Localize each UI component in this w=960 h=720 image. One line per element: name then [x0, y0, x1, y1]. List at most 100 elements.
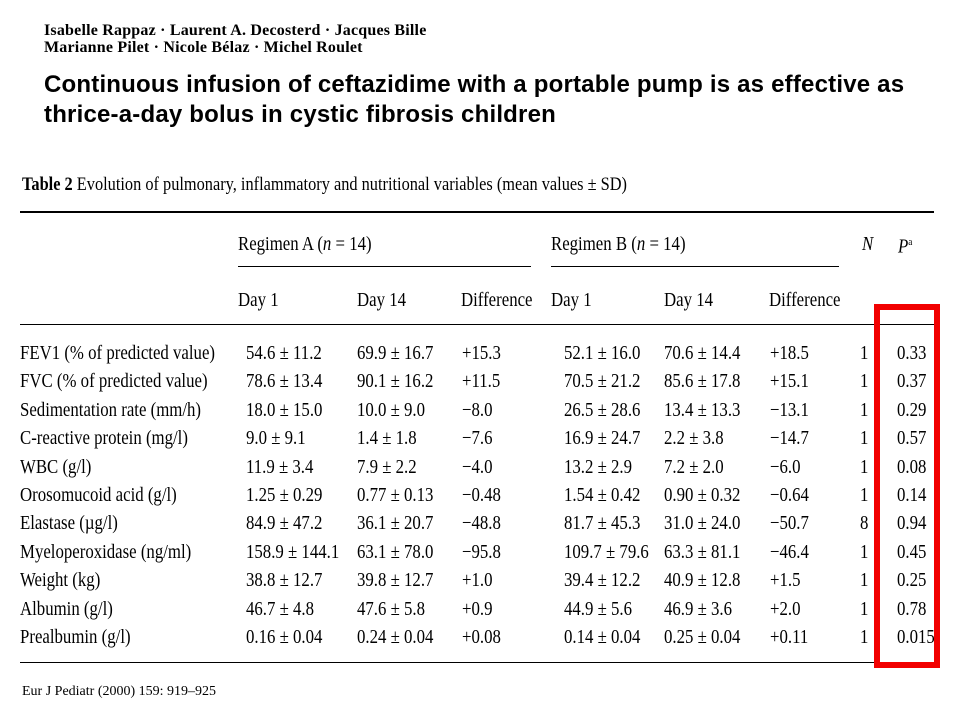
cell-a-day1: 46.7 ± 4.8	[246, 597, 315, 620]
cell-b-day1: 16.9 ± 24.7	[564, 427, 641, 450]
group-a-rule	[238, 266, 531, 267]
row-label: FEV1 (% of predicted value)	[20, 342, 215, 364]
table-caption-label: Table 2	[22, 174, 73, 195]
cell-a-day14: 47.6 ± 5.8	[357, 597, 426, 620]
cell-b-day14: 46.9 ± 3.6	[664, 597, 733, 620]
cell-b-difference: −13.1	[770, 398, 809, 421]
cell-b-difference: +1.5	[770, 569, 801, 592]
p-column-header: Pa	[898, 235, 913, 258]
cell-a-difference: +0.9	[462, 597, 493, 620]
table-header-rule	[20, 324, 934, 325]
cell-n: 8	[860, 512, 869, 535]
subheader-a-difference: Difference	[461, 289, 533, 311]
cell-b-day14: 2.2 ± 3.8	[664, 427, 724, 450]
cell-n: 14	[860, 342, 869, 364]
cell-b-difference: +18.5	[770, 342, 809, 364]
cell-p: 0.94	[897, 512, 927, 535]
group-b-header: Regimen B (n = 14)	[551, 233, 686, 255]
cell-b-day1: 0.14 ± 0.04	[564, 626, 641, 648]
cell-p: 0.14	[897, 484, 927, 506]
cell-p: 0.25	[897, 569, 927, 592]
cell-b-day14: 13.4 ± 13.3	[664, 398, 741, 421]
cell-a-difference: +1.0	[462, 569, 493, 592]
cell-a-difference: −95.8	[462, 540, 501, 563]
row-label: Albumin (g/l)	[20, 597, 113, 620]
cell-n: 13	[860, 626, 869, 648]
cell-n: 13	[860, 484, 869, 506]
p-column-highlight-box	[874, 304, 940, 668]
cell-p: 0.57	[897, 427, 927, 450]
cell-a-day1: 54.6 ± 11.2	[246, 342, 322, 364]
cell-a-difference: −7.6	[462, 427, 493, 450]
table-top-rule	[20, 211, 934, 213]
cell-p: 0.33	[897, 342, 927, 364]
cell-a-day14: 69.9 ± 16.7	[357, 342, 434, 364]
cell-b-day1: 109.7 ± 79.6	[564, 540, 649, 563]
cell-p: 0.015	[897, 626, 935, 648]
cell-b-day14: 40.9 ± 12.8	[664, 569, 741, 592]
cell-a-difference: +0.08	[462, 626, 501, 648]
cell-a-day14: 10.0 ± 9.0	[357, 398, 426, 421]
cell-a-day14: 63.1 ± 78.0	[357, 540, 434, 563]
row-label: Sedimentation rate (mm/h)	[20, 398, 202, 421]
cell-b-difference: −6.0	[770, 455, 801, 478]
cell-a-day1: 18.0 ± 15.0	[246, 398, 323, 421]
cell-p: 0.78	[897, 597, 927, 620]
cell-n: 13	[860, 455, 869, 478]
cell-a-difference: +11.5	[462, 370, 501, 393]
cell-b-day14: 0.25 ± 0.04	[664, 626, 741, 648]
cell-a-day14: 7.9 ± 2.2	[357, 455, 417, 478]
cell-a-day1: 0.16 ± 0.04	[246, 626, 323, 648]
cell-b-difference: −46.4	[770, 540, 809, 563]
row-label: WBC (g/l)	[20, 455, 92, 478]
authors-line-2: Marianne Pilet · Nicole Bélaz · Michel R…	[44, 39, 363, 56]
cell-p: 0.45	[897, 540, 927, 563]
subheader-a-day14: Day 14	[357, 289, 406, 311]
table-caption: Table 2 Evolution of pulmonary, inflamma…	[22, 174, 627, 196]
cell-b-day1: 81.7 ± 45.3	[564, 512, 641, 535]
subheader-b-difference: Difference	[769, 289, 841, 311]
cell-a-difference: −48.8	[462, 512, 501, 535]
cell-a-day14: 36.1 ± 20.7	[357, 512, 434, 535]
group-a-header: Regimen A (n = 14)	[238, 233, 372, 255]
cell-a-day14: 39.8 ± 12.7	[357, 569, 434, 592]
row-label: Prealbumin (g/l)	[20, 626, 131, 648]
cell-b-day1: 1.54 ± 0.42	[564, 484, 641, 506]
cell-a-day14: 0.77 ± 0.13	[357, 484, 434, 506]
cell-a-day14: 90.1 ± 16.2	[357, 370, 434, 393]
group-b-rule	[551, 266, 839, 267]
subheader-a-day1: Day 1	[238, 289, 279, 311]
row-label: Orosomucoid acid (g/l)	[20, 484, 177, 506]
row-label: Myeloperoxidase (ng/ml)	[20, 540, 192, 563]
cell-a-difference: +15.3	[462, 342, 501, 364]
cell-b-day1: 26.5 ± 28.6	[564, 398, 641, 421]
cell-b-day1: 13.2 ± 2.9	[564, 455, 633, 478]
cell-a-day1: 84.9 ± 47.2	[246, 512, 323, 535]
cell-n: 14	[860, 370, 869, 393]
n-column-header: N	[862, 233, 874, 255]
cell-b-difference: −50.7	[770, 512, 809, 535]
cell-a-difference: −8.0	[462, 398, 493, 421]
table-caption-text: Evolution of pulmonary, inflammatory and…	[76, 174, 627, 195]
cell-n: 14	[860, 569, 869, 592]
cell-n: 13	[860, 398, 869, 421]
row-label: Weight (kg)	[20, 569, 101, 592]
cell-b-day1: 52.1 ± 16.0	[564, 342, 641, 364]
journal-citation: Eur J Pediatr (2000) 159: 919–925	[22, 684, 217, 699]
cell-a-day1: 1.25 ± 0.29	[246, 484, 323, 506]
cell-a-day14: 0.24 ± 0.04	[357, 626, 434, 648]
cell-b-difference: −14.7	[770, 427, 809, 450]
cell-b-difference: +0.11	[770, 626, 809, 648]
cell-p: 0.37	[897, 370, 927, 393]
authors: Isabelle Rappaz · Laurent A. Decosterd ·…	[44, 22, 427, 56]
cell-a-day1: 38.8 ± 12.7	[246, 569, 323, 592]
cell-a-day1: 11.9 ± 3.4	[246, 455, 314, 478]
cell-b-day14: 0.90 ± 0.32	[664, 484, 741, 506]
cell-a-day1: 78.6 ± 13.4	[246, 370, 323, 393]
cell-b-day14: 7.2 ± 2.0	[664, 455, 724, 478]
cell-b-day14: 85.6 ± 17.8	[664, 370, 741, 393]
cell-n: 14	[860, 597, 869, 620]
cell-a-day1: 9.0 ± 9.1	[246, 427, 306, 450]
cell-b-day14: 70.6 ± 14.4	[664, 342, 741, 364]
cell-p: 0.29	[897, 398, 927, 421]
